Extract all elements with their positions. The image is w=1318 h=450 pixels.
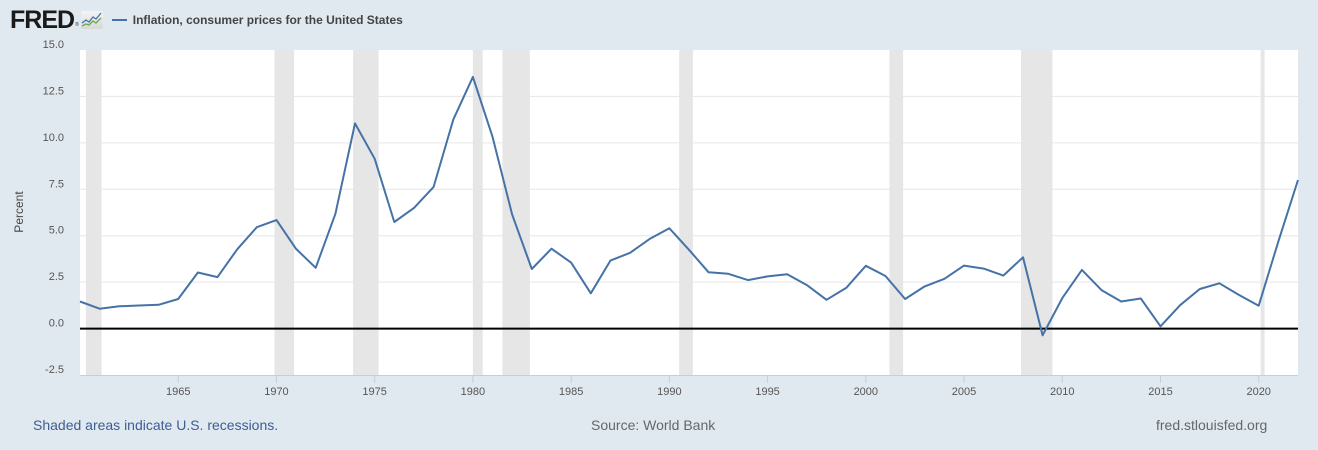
x-tick-label: 1970 (264, 386, 288, 398)
source-label: Source: World Bank (591, 417, 716, 433)
y-tick-label: 0.0 (49, 318, 64, 330)
line-chart-icon (80, 11, 103, 29)
y-tick-label: 12.5 (43, 85, 64, 97)
x-axis-ticks: 1965 1970 1975 1980 1985 1990 1995 2000 2005 2010… (166, 375, 1271, 398)
recession-band (274, 50, 295, 375)
x-tick-label: 1975 (362, 386, 386, 398)
x-tick-label: 1965 (166, 386, 190, 398)
y-axis-label: Percent (12, 191, 26, 233)
registered-mark: ® (75, 22, 79, 28)
y-tick-label: 10.0 (43, 132, 64, 144)
y-tick-label: 2.5 (49, 271, 64, 283)
recession-band (85, 50, 102, 375)
y-tick-label: -2.5 (45, 364, 64, 376)
recession-band (679, 50, 693, 375)
x-tick-label: 2015 (1148, 386, 1172, 398)
chart-header: FRED ® Inflation, consumer prices for th… (10, 6, 403, 34)
fred-logo[interactable]: FRED (10, 6, 75, 34)
x-tick-label: 1980 (461, 386, 485, 398)
legend[interactable]: Inflation, consumer prices for the Unite… (111, 13, 403, 27)
recession-band (1021, 50, 1053, 375)
legend-swatch (111, 19, 127, 21)
x-tick-label: 1985 (559, 386, 583, 398)
recession-bands (85, 50, 1265, 375)
y-tick-label: 7.5 (49, 178, 64, 190)
y-axis-ticks: -2.5 0.0 2.5 5.0 7.5 10.0 12.5 15.0 (43, 39, 64, 376)
recession-band (1260, 50, 1265, 375)
y-tick-label: 5.0 (49, 225, 64, 237)
x-tick-label: 2010 (1050, 386, 1074, 398)
x-tick-label: 2000 (854, 386, 878, 398)
legend-label: Inflation, consumer prices for the Unite… (132, 13, 403, 27)
x-tick-label: 1990 (657, 386, 681, 398)
x-tick-label: 1995 (755, 386, 779, 398)
site-credit: fred.stlouisfed.org (1156, 417, 1268, 433)
recession-band (472, 50, 483, 375)
inflation-series-line[interactable] (79, 75, 1299, 337)
x-tick-label: 2005 (952, 386, 976, 398)
y-tick-label: 15.0 (43, 39, 64, 51)
recession-band (353, 50, 379, 375)
recession-band (889, 50, 904, 375)
x-tick-label: 2020 (1246, 386, 1270, 398)
recession-band (502, 50, 530, 375)
recession-note-link[interactable]: Shaded areas indicate U.S. recessions. (33, 417, 279, 433)
